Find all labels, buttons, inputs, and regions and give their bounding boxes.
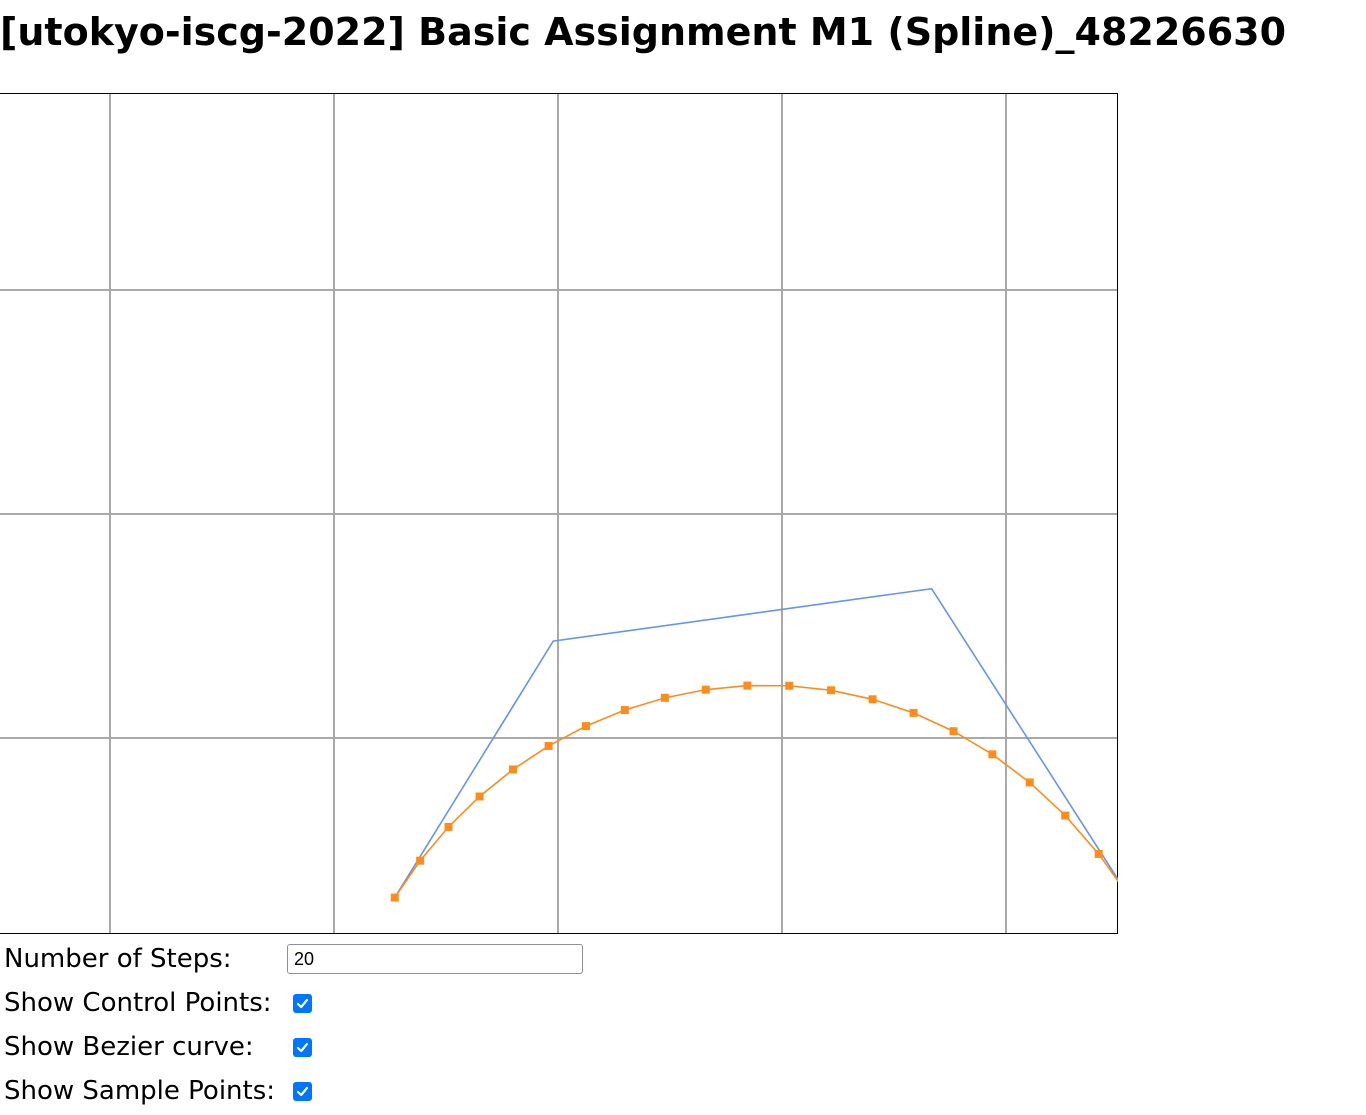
- sample-point: [620, 706, 629, 715]
- sample-point: [743, 681, 752, 690]
- grid: [0, 94, 1117, 933]
- sample-point: [988, 750, 997, 759]
- sample-point: [785, 681, 794, 690]
- sample-point: [1025, 778, 1034, 787]
- show-bezier-curve-checkbox[interactable]: [293, 1037, 312, 1057]
- steps-input[interactable]: [287, 944, 583, 974]
- steps-label: Number of Steps:: [4, 944, 232, 974]
- sample-point: [949, 727, 958, 736]
- sample-point: [909, 708, 918, 717]
- sample-point: [1061, 811, 1070, 820]
- spline-canvas[interactable]: [0, 93, 1118, 934]
- show-bezier-curve-label: Show Bezier curve:: [4, 1032, 254, 1062]
- control-polygon: [394, 587, 1118, 898]
- sample-point: [416, 856, 425, 865]
- page-title: [utokyo-iscg-2022] Basic Assignment M1 (…: [0, 10, 1287, 54]
- checkmark-icon: [296, 998, 309, 1008]
- sample-point: [444, 822, 453, 831]
- sample-point: [1094, 849, 1103, 858]
- sample-points: [390, 681, 1103, 902]
- checkmark-icon: [296, 1086, 309, 1096]
- sample-point: [660, 693, 669, 702]
- show-control-points-row: Show Control Points:: [4, 981, 583, 1025]
- show-bezier-curve-row: Show Bezier curve:: [4, 1025, 583, 1069]
- sample-point: [701, 685, 710, 694]
- sample-point: [390, 893, 399, 902]
- checkmark-icon: [296, 1042, 309, 1052]
- show-sample-points-checkbox[interactable]: [293, 1081, 312, 1101]
- sample-point: [475, 792, 484, 801]
- sample-point: [581, 722, 590, 731]
- show-sample-points-label: Show Sample Points:: [4, 1076, 276, 1106]
- spline-canvas-svg[interactable]: [0, 93, 1118, 934]
- show-sample-points-row: Show Sample Points:: [4, 1069, 583, 1113]
- sample-point: [509, 765, 518, 774]
- control-polygon-line: [394, 587, 1118, 898]
- sample-point: [827, 686, 836, 695]
- sample-point: [544, 741, 553, 750]
- show-control-points-checkbox[interactable]: [293, 993, 312, 1013]
- show-control-points-label: Show Control Points:: [4, 988, 272, 1018]
- sample-point: [868, 695, 877, 704]
- controls-panel: Number of Steps: Show Control Points: Sh…: [4, 937, 583, 1113]
- steps-row: Number of Steps:: [4, 937, 583, 981]
